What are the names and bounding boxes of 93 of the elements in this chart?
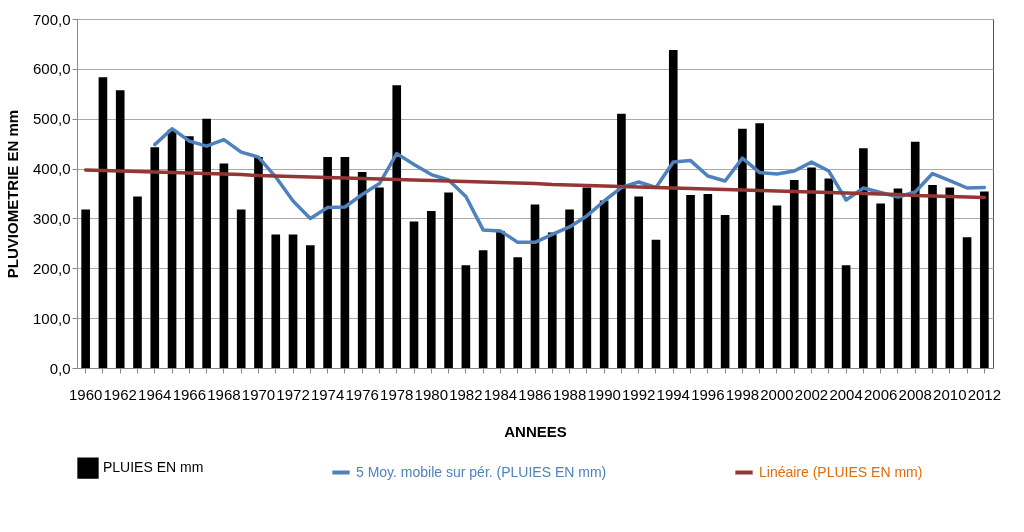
x-tick-label: 1966	[172, 385, 207, 403]
bar	[945, 187, 955, 368]
bar	[306, 245, 315, 368]
bar	[910, 141, 920, 368]
bar	[772, 205, 782, 368]
x-tick-label: 1980	[414, 385, 448, 403]
x-tick-label: 1970	[241, 385, 276, 403]
x-tick-label: 2010	[933, 385, 967, 403]
bar	[530, 204, 540, 368]
bar	[928, 185, 937, 368]
bar	[98, 77, 108, 368]
x-tick-label: 1974	[310, 385, 345, 403]
x-tick-label: 1994	[656, 385, 690, 403]
x-tick-label: 2012	[967, 385, 1002, 403]
bar	[686, 195, 695, 368]
bar	[634, 196, 644, 368]
x-tick-label: 1962	[103, 385, 137, 403]
x-tick-label: 2000	[760, 385, 794, 403]
x-axis-title: ANNEES	[504, 422, 567, 440]
x-tick-label: 1976	[345, 385, 379, 403]
bar	[980, 191, 989, 368]
bar	[288, 234, 298, 368]
line-series	[83, 168, 987, 200]
bar	[876, 203, 885, 368]
legend-label: PLUIES EN mm	[103, 459, 204, 476]
bar	[547, 232, 557, 368]
bar	[150, 147, 160, 368]
bar	[807, 167, 816, 368]
x-tick-label: 1982	[449, 385, 483, 403]
bar	[254, 157, 263, 368]
x-tick-label: 1978	[380, 385, 414, 403]
bar	[392, 85, 402, 368]
bar	[375, 187, 384, 368]
bar	[81, 209, 90, 368]
bar	[426, 210, 436, 368]
x-tick-label: 1964	[138, 385, 172, 403]
bar	[962, 237, 972, 368]
bar	[202, 118, 211, 368]
x-tick-label: 2002	[794, 385, 829, 403]
y-tick-label: 400,0	[32, 160, 71, 178]
bar	[565, 209, 574, 368]
bar	[841, 265, 851, 368]
bar	[185, 136, 194, 368]
bar	[859, 148, 868, 368]
bar	[824, 178, 834, 368]
bar	[323, 157, 332, 368]
x-tick-label: 2006	[863, 385, 898, 403]
bar	[651, 239, 661, 368]
y-tick-label: 0,0	[49, 359, 71, 377]
x-tick-label: 2004	[829, 385, 863, 403]
y-axis-title: PLUVIOMETRIE EN mm	[3, 109, 21, 279]
bar	[167, 129, 177, 368]
x-tick-label: 2008	[898, 385, 932, 403]
bar	[738, 128, 747, 368]
x-tick-label: 1968	[207, 385, 241, 403]
bar	[703, 194, 713, 368]
bar	[115, 90, 125, 368]
bar	[219, 163, 229, 368]
bar	[617, 113, 626, 368]
legend-label: Linéaire (PLUIES EN mm)	[759, 463, 923, 480]
bar	[599, 200, 609, 368]
y-tick-label: 500,0	[32, 110, 71, 128]
bar	[496, 230, 505, 368]
bar	[271, 234, 281, 368]
bar	[461, 265, 471, 368]
bar	[444, 192, 453, 368]
bar	[668, 49, 678, 368]
x-tick-label: 1960	[68, 385, 103, 403]
bar	[478, 250, 488, 368]
x-tick-label: 1972	[276, 385, 310, 403]
y-tick-label: 600,0	[32, 60, 71, 78]
line-series	[153, 126, 987, 245]
x-tick-label: 1996	[691, 385, 725, 403]
x-tick-label: 1988	[552, 385, 587, 403]
bar	[582, 187, 592, 368]
bar	[236, 209, 246, 368]
bar	[720, 214, 730, 368]
x-tick-label: 1984	[483, 385, 518, 403]
y-tick-label: 300,0	[32, 209, 71, 227]
x-tick-label: 1990	[587, 385, 621, 403]
x-tick-label: 1986	[518, 385, 552, 403]
bar	[409, 221, 419, 368]
x-tick-label: 1992	[622, 385, 656, 403]
y-tick-label: 200,0	[32, 259, 71, 277]
bar	[133, 196, 142, 368]
legend-label: 5 Moy. mobile sur pér. (PLUIES EN mm)	[356, 463, 607, 480]
y-tick-label: 100,0	[32, 309, 71, 327]
bar	[789, 180, 799, 368]
y-tick-label: 700,0	[32, 10, 71, 28]
bar	[755, 123, 764, 368]
x-tick-label: 1998	[725, 385, 760, 403]
bar	[513, 257, 523, 368]
bar	[893, 188, 903, 368]
